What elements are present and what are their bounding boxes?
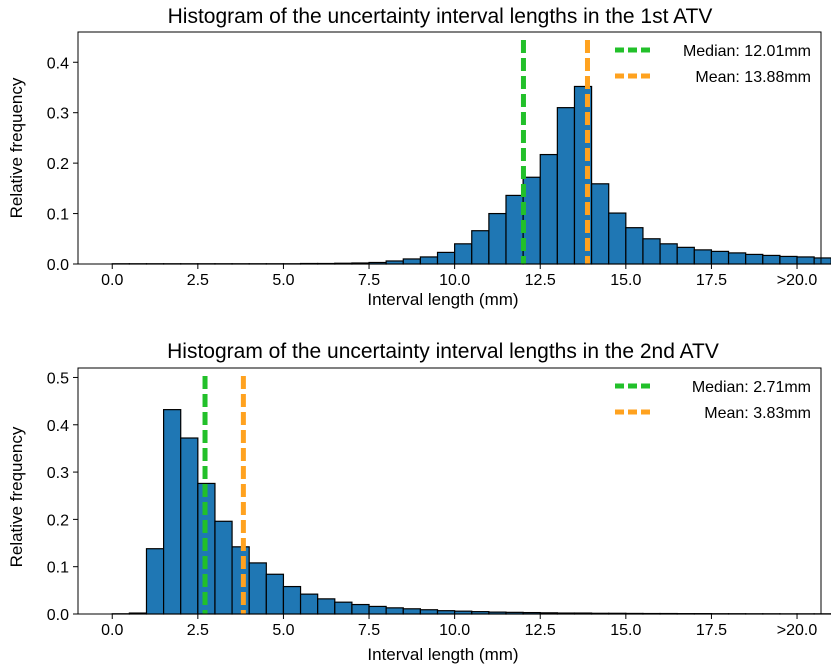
x-tick-label: 0.0 — [101, 272, 123, 289]
legend: Median: 2.71mm Mean: 3.83mm — [615, 379, 811, 422]
x-axis-ticks: 0.0 2.5 5.0 7.5 10.0 12.5 15.0 17.5 >20.0 — [101, 264, 817, 289]
histogram-bar — [727, 252, 747, 265]
histogram-bar — [505, 194, 524, 265]
histogram-bar — [402, 258, 421, 265]
histogram-bar — [676, 246, 695, 265]
histogram-bar — [779, 255, 798, 265]
chart-title: Histogram of the uncertainty interval le… — [168, 5, 713, 28]
legend-median-label: Median: 12.01mm — [683, 43, 811, 60]
histogram-bar — [145, 548, 165, 615]
histogram-bar — [214, 520, 233, 615]
histogram-bar — [351, 603, 370, 615]
histogram-bar — [745, 253, 764, 265]
histogram-panel-2nd-atv: Histogram of the uncertainty interval le… — [7, 340, 831, 664]
y-axis-label: Relative frequency — [7, 77, 26, 218]
y-tick-label: 0.4 — [47, 55, 69, 72]
y-tick-label: 0.2 — [47, 156, 69, 173]
bars — [111, 409, 831, 615]
x-tick-label: 2.5 — [187, 622, 209, 639]
y-tick-label: 0.1 — [47, 560, 69, 577]
histogram-bar — [368, 605, 387, 615]
legend: Median: 12.01mm Mean: 13.88mm — [615, 43, 811, 86]
x-tick-label: >20.0 — [777, 622, 818, 639]
x-tick-label: 0.0 — [101, 622, 123, 639]
histogram-bar — [265, 573, 285, 615]
histogram-bar — [248, 562, 267, 615]
histogram-bar — [813, 257, 831, 265]
y-axis-ticks: 0.0 0.1 0.2 0.3 0.4 0.5 — [47, 370, 78, 624]
x-tick-label: 2.5 — [187, 272, 209, 289]
x-tick-label: 10.0 — [439, 622, 470, 639]
histogram-bar — [419, 609, 439, 615]
histogram-bar — [488, 212, 507, 265]
y-axis-ticks: 0.0 0.1 0.2 0.3 0.4 — [47, 55, 78, 274]
histogram-bar — [762, 254, 781, 265]
x-tick-label: >20.0 — [777, 272, 818, 289]
histogram-bar — [334, 601, 353, 615]
histogram-bar — [471, 230, 490, 265]
x-tick-label: 5.0 — [272, 622, 294, 639]
histogram-bar — [608, 212, 627, 265]
histogram-bar — [231, 546, 250, 615]
y-tick-label: 0.5 — [47, 370, 69, 387]
histogram-bar — [454, 243, 473, 265]
x-tick-label: 12.5 — [525, 622, 556, 639]
histogram-bar — [642, 238, 661, 265]
plot-frame — [77, 31, 822, 265]
histogram-bar — [419, 256, 439, 265]
legend-mean-label: Mean: 3.83mm — [704, 405, 811, 422]
histogram-bar — [436, 251, 456, 265]
y-tick-label: 0.3 — [47, 465, 69, 482]
histogram-bar — [659, 243, 678, 265]
histogram-panel-1st-atv: Histogram of the uncertainty interval le… — [7, 5, 831, 309]
x-tick-label: 7.5 — [358, 622, 380, 639]
x-tick-label: 7.5 — [358, 272, 380, 289]
x-tick-label: 17.5 — [696, 272, 727, 289]
y-tick-label: 0.4 — [47, 418, 69, 435]
histogram-bar — [162, 409, 182, 615]
y-tick-label: 0.1 — [47, 207, 69, 224]
histogram-bar — [625, 227, 644, 265]
legend-median-label: Median: 2.71mm — [692, 379, 811, 396]
reference-lines — [202, 376, 246, 614]
x-tick-label: 5.0 — [272, 272, 294, 289]
y-tick-label: 0.0 — [47, 257, 69, 274]
histogram-bar — [402, 608, 421, 615]
x-axis-label: Interval length (mm) — [367, 290, 518, 309]
histogram-bar — [539, 153, 558, 265]
x-tick-label: 10.0 — [439, 272, 470, 289]
histogram-bar — [299, 593, 319, 615]
histogram-bar — [385, 607, 404, 615]
x-tick-label: 12.5 — [525, 272, 556, 289]
histogram-bar — [796, 256, 815, 265]
histogram-bar — [180, 437, 199, 615]
histogram-bar — [710, 250, 730, 265]
legend-mean-label: Mean: 13.88mm — [695, 69, 811, 86]
histogram-bar — [317, 598, 336, 615]
histogram-bar — [556, 107, 576, 265]
histogram-bar — [282, 585, 302, 615]
chart-title: Histogram of the uncertainty interval le… — [167, 340, 719, 363]
x-axis-label: Interval length (mm) — [367, 645, 518, 664]
y-tick-label: 0.2 — [47, 512, 69, 529]
bars — [111, 85, 831, 265]
reference-lines — [520, 40, 590, 264]
histogram-bar — [693, 249, 713, 265]
y-axis-label: Relative frequency — [7, 426, 26, 567]
x-tick-label: 17.5 — [696, 622, 727, 639]
plot-frame — [77, 367, 822, 615]
histogram-bar — [590, 183, 610, 265]
y-tick-label: 0.3 — [47, 106, 69, 123]
x-tick-label: 15.0 — [610, 272, 641, 289]
x-axis-ticks: 0.0 2.5 5.0 7.5 10.0 12.5 15.0 17.5 >20.0 — [101, 614, 817, 639]
y-tick-label: 0.0 — [47, 607, 69, 624]
x-tick-label: 15.0 — [610, 622, 641, 639]
